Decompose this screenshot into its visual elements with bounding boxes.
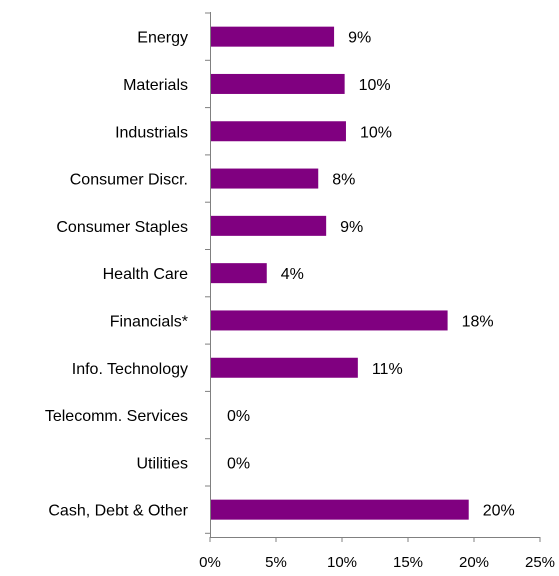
category-label: Cash, Debt & Other [48, 503, 188, 520]
bar [210, 357, 358, 378]
bar [210, 121, 346, 142]
data-label: 9% [340, 219, 363, 236]
data-label: 0% [227, 455, 250, 472]
axes-group: 0% 5% 10% 15% 20% 25% [199, 12, 555, 571]
category-label: Info. Technology [72, 361, 188, 378]
category-label: Materials [123, 77, 188, 94]
bar [210, 168, 319, 189]
category-label: Utilities [136, 455, 188, 472]
x-tick-label: 15% [393, 554, 423, 571]
data-label: 0% [227, 408, 250, 425]
category-label: Financials* [110, 313, 188, 330]
data-label: 18% [462, 313, 494, 330]
bar [210, 26, 335, 47]
bar [210, 215, 327, 236]
data-label: 4% [281, 266, 304, 283]
data-label: 10% [360, 124, 392, 141]
category-labels: Energy Materials Industrials Consumer Discr… [45, 30, 189, 520]
bar [210, 499, 469, 520]
x-tick-label: 20% [459, 554, 489, 571]
category-label: Energy [137, 30, 188, 47]
x-tick-label: 0% [199, 554, 221, 571]
category-label: Consumer Staples [56, 219, 188, 236]
data-label: 8% [332, 172, 355, 189]
data-label: 9% [348, 30, 371, 47]
data-label: 10% [359, 77, 391, 94]
bar [210, 310, 448, 331]
category-label: Consumer Discr. [70, 172, 188, 189]
x-tick-label: 25% [525, 554, 555, 571]
bars-group [210, 26, 469, 520]
data-label: 20% [483, 503, 515, 520]
category-label: Industrials [115, 124, 188, 141]
category-label: Health Care [103, 266, 188, 283]
x-tick-label: 5% [265, 554, 287, 571]
category-label: Telecomm. Services [45, 408, 188, 425]
data-label: 11% [372, 361, 403, 378]
bar [210, 263, 267, 284]
x-tick-label: 10% [327, 554, 357, 571]
value-labels: 9% 10% 10% 8% 9% 4% 18% 11% 0% 0% 20% [227, 30, 515, 520]
bar [210, 73, 345, 94]
